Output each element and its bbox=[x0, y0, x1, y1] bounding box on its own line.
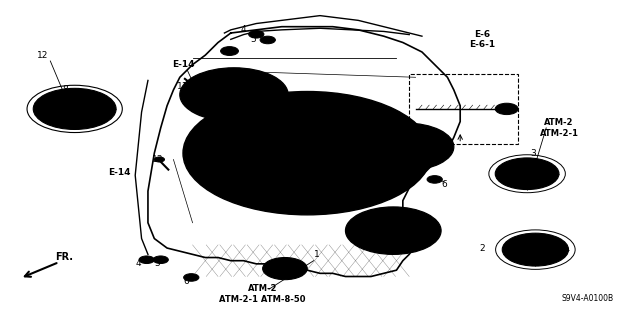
Text: 4: 4 bbox=[136, 259, 141, 268]
Circle shape bbox=[139, 256, 154, 263]
Circle shape bbox=[274, 263, 296, 274]
Circle shape bbox=[389, 138, 423, 155]
Circle shape bbox=[375, 131, 437, 162]
Circle shape bbox=[273, 136, 342, 170]
Circle shape bbox=[260, 36, 275, 44]
Circle shape bbox=[154, 157, 164, 162]
Text: 13: 13 bbox=[152, 155, 163, 164]
Circle shape bbox=[33, 88, 116, 130]
Text: E-6
E-6-1: E-6 E-6-1 bbox=[469, 30, 495, 49]
Circle shape bbox=[262, 257, 307, 280]
Text: 5: 5 bbox=[250, 35, 256, 44]
Circle shape bbox=[196, 76, 272, 114]
Circle shape bbox=[346, 207, 441, 254]
Text: 2: 2 bbox=[479, 243, 485, 253]
Circle shape bbox=[184, 274, 199, 281]
Circle shape bbox=[352, 236, 367, 243]
Text: FR.: FR. bbox=[56, 252, 74, 262]
Text: ATM-2
ATM-2-1 ATM-8-50: ATM-2 ATM-2-1 ATM-8-50 bbox=[220, 284, 306, 304]
Text: 1: 1 bbox=[314, 250, 320, 259]
Text: 6: 6 bbox=[183, 277, 189, 286]
Circle shape bbox=[183, 92, 431, 215]
Text: ATM-2
ATM-2-1: ATM-2 ATM-2-1 bbox=[540, 118, 579, 137]
Text: 9: 9 bbox=[537, 171, 543, 180]
Text: 6: 6 bbox=[442, 180, 447, 189]
Circle shape bbox=[376, 222, 410, 239]
Circle shape bbox=[518, 241, 553, 258]
Text: 3: 3 bbox=[531, 149, 536, 158]
Text: ATM-2
ATM-2-1: ATM-2 ATM-2-1 bbox=[511, 238, 550, 258]
Circle shape bbox=[212, 84, 255, 105]
Text: 7: 7 bbox=[225, 48, 230, 56]
Circle shape bbox=[51, 97, 99, 121]
Text: E-14: E-14 bbox=[108, 168, 131, 177]
Circle shape bbox=[202, 101, 413, 205]
Text: S9V4-A0100B: S9V4-A0100B bbox=[561, 294, 614, 303]
Text: 10: 10 bbox=[518, 250, 530, 259]
Circle shape bbox=[495, 103, 518, 115]
Circle shape bbox=[358, 123, 454, 171]
Circle shape bbox=[495, 158, 559, 189]
Circle shape bbox=[227, 113, 388, 193]
Text: 6: 6 bbox=[362, 241, 367, 249]
Text: 11: 11 bbox=[177, 82, 189, 91]
Circle shape bbox=[427, 176, 442, 183]
Circle shape bbox=[248, 31, 264, 38]
Circle shape bbox=[509, 165, 545, 182]
Circle shape bbox=[252, 125, 363, 181]
Text: 12: 12 bbox=[37, 51, 49, 60]
Circle shape bbox=[221, 47, 239, 56]
Text: E-14: E-14 bbox=[172, 60, 195, 69]
Text: 4: 4 bbox=[241, 25, 246, 34]
Circle shape bbox=[180, 68, 288, 122]
Circle shape bbox=[502, 233, 568, 266]
Circle shape bbox=[362, 215, 424, 246]
Text: 5: 5 bbox=[155, 259, 161, 268]
Circle shape bbox=[153, 256, 168, 263]
Text: 8: 8 bbox=[62, 85, 68, 94]
